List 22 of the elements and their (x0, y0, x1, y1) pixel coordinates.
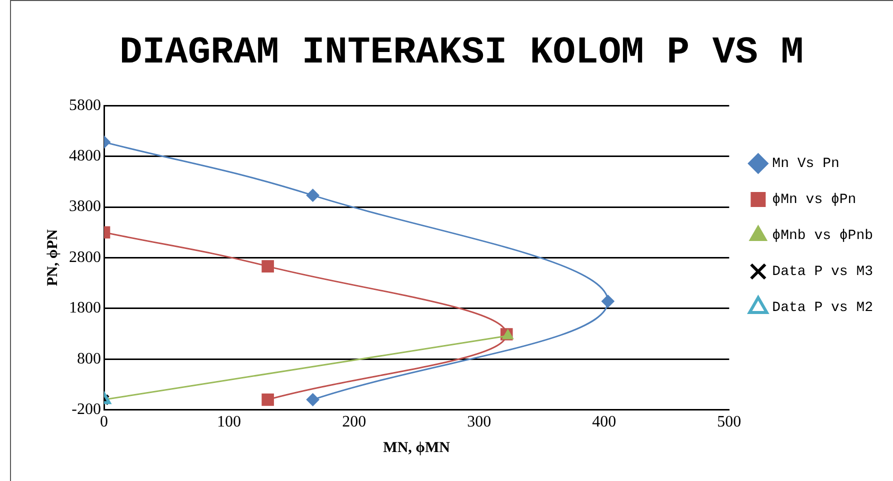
x-tick-label: 200 (342, 414, 366, 431)
legend-label: ϕMnb vs ϕPnb (772, 228, 874, 244)
x-tick-label: 100 (217, 414, 242, 431)
chart-title: DIAGRAM INTERAKSI KOLOM P VS M (119, 31, 804, 74)
y-tick-label: 1800 (69, 300, 101, 317)
y-tick-label: 4800 (69, 148, 101, 165)
x-tick-label: 300 (467, 414, 492, 431)
x-tick-label: 0 (100, 414, 108, 431)
legend-label: Data P vs M3 (772, 264, 874, 280)
legend-label: Data P vs M2 (772, 300, 874, 316)
y-tick-label: 5800 (69, 96, 101, 114)
legend-label: Mn Vs Pn (772, 156, 840, 172)
y-tick-label: 2800 (69, 248, 101, 266)
y-tick-label: 800 (77, 350, 101, 368)
legend-label: ϕMn vs ϕPn (772, 192, 856, 208)
y-tick-label: -200 (72, 401, 101, 418)
x-tick-label: 500 (717, 414, 742, 431)
point (601, 294, 614, 308)
x-tick-label: 400 (592, 414, 616, 431)
x-axis-title: MN, ϕMN (383, 440, 450, 456)
y-tick-label: 3800 (69, 198, 101, 216)
y-axis-title: PN, ϕPN (44, 229, 61, 286)
